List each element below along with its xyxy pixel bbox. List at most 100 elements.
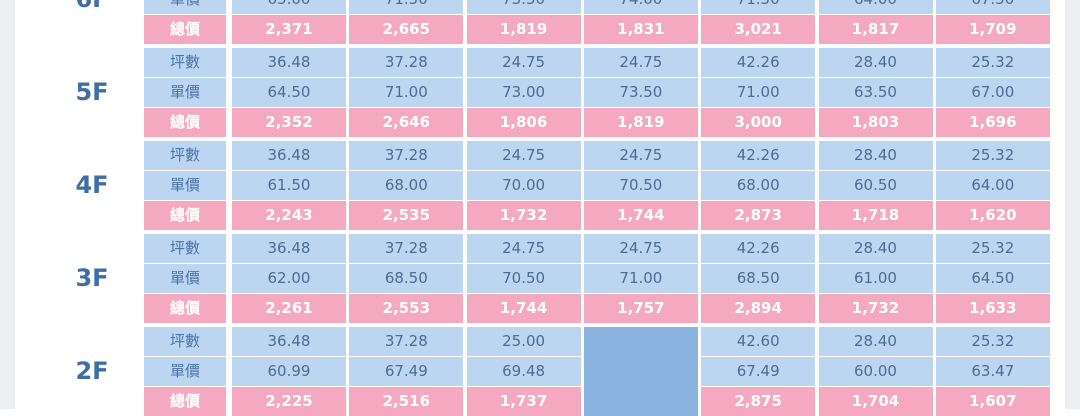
value-cell: 3,000 [701,108,816,137]
value-cell: 1,744 [466,294,581,323]
value-cell: 1,806 [466,108,581,137]
value-cell: 2,894 [701,294,816,323]
value-cell: 61.00 [818,264,933,293]
value-cell: 71.00 [349,78,464,107]
value-cell: 69.48 [466,357,581,386]
value-cell: 2,352 [232,108,346,137]
value-cell: 2,665 [349,15,464,44]
row-label: 單價 [144,264,226,293]
row-label: 總價 [144,201,226,230]
row-label: 單價 [144,357,226,386]
value-cell: 70.00 [466,171,581,200]
value-cell: 63.47 [935,357,1050,386]
value-cell: 60.50 [818,171,933,200]
floor-label: 2F [75,357,109,385]
value-cell: 42.26 [701,141,816,170]
floor-label: 6F [52,0,132,13]
value-cell: 67.50 [935,0,1050,14]
value-cell: 1,709 [935,15,1050,44]
value-cell: 62.00 [232,264,346,293]
value-cell: 63.50 [818,78,933,107]
value-cell: 1,732 [818,294,933,323]
value-cell: 1,696 [935,108,1050,137]
side-strip [0,0,15,409]
value-cell: 70.50 [466,264,581,293]
value-cell: 2,535 [349,201,464,230]
value-cell: 64.50 [935,264,1050,293]
value-cell: 24.75 [466,234,581,263]
value-cell: 1,803 [818,108,933,137]
value-cell: 68.50 [349,264,464,293]
value-cell: 1,831 [583,15,698,44]
value-cell: 67.49 [349,357,464,386]
value-cell: 28.40 [818,234,933,263]
value-cell: 24.75 [583,141,698,170]
value-cell: 2,243 [232,201,346,230]
value-cell: 37.28 [349,48,464,77]
value-cell: 1,817 [818,15,933,44]
value-cell: 2,875 [701,387,816,416]
value-cell: 36.48 [232,141,346,170]
value-cell: 24.75 [466,48,581,77]
value-cell: 1,819 [466,15,581,44]
row-label: 坪數 [144,48,226,77]
value-cell: 1,607 [935,387,1050,416]
value-cell: 2,261 [232,294,346,323]
value-cell: 2,646 [349,108,464,137]
value-cell: 1,704 [818,387,933,416]
value-cell: 42.26 [701,234,816,263]
value-cell: 28.40 [818,48,933,77]
row-label: 單價 [144,0,226,14]
row-label: 單價 [144,78,226,107]
value-cell: 64.00 [935,171,1050,200]
value-cell: 3,021 [701,15,816,44]
row-label: 總價 [144,108,226,137]
row-label: 坪數 [144,327,226,356]
value-cell: 67.00 [935,78,1050,107]
value-cell: 1,744 [583,201,698,230]
row-label: 總價 [144,15,226,44]
value-cell: 64.00 [818,0,933,14]
value-cell: 25.32 [935,48,1050,77]
value-cell: 28.40 [818,141,933,170]
value-cell: 73.50 [583,78,698,107]
value-cell: 37.28 [349,327,464,356]
value-cell: 1,819 [583,108,698,137]
floor-label: 3F [75,264,109,292]
value-cell: 1,757 [583,294,698,323]
value-cell: 28.40 [818,327,933,356]
value-cell: 36.48 [232,327,346,356]
value-cell: 37.28 [349,234,464,263]
value-cell: 73.50 [466,0,581,14]
value-cell: 42.60 [701,327,816,356]
value-cell: 71.50 [349,0,464,14]
value-cell: 2,553 [349,294,464,323]
value-cell: 25.32 [935,234,1050,263]
value-cell: 1,620 [935,201,1050,230]
row-label: 單價 [144,171,226,200]
value-cell: 74.00 [583,0,698,14]
value-cell: 36.48 [232,234,346,263]
value-cell: 60.00 [818,357,933,386]
value-cell: 2,225 [232,387,346,416]
value-cell: 1,732 [466,201,581,230]
value-cell: 25.00 [466,327,581,356]
value-cell: 25.32 [935,141,1050,170]
value-cell: 2,873 [701,201,816,230]
row-label: 總價 [144,294,226,323]
value-cell: 1,737 [466,387,581,416]
value-cell: 37.28 [349,141,464,170]
value-cell: 25.32 [935,327,1050,356]
value-cell: 73.00 [466,78,581,107]
row-label: 總價 [144,387,226,416]
empty-cell [583,327,698,416]
floor-label: 5F [75,78,109,106]
value-cell: 64.50 [232,78,346,107]
value-cell: 61.50 [232,171,346,200]
value-cell: 67.49 [701,357,816,386]
value-cell: 24.75 [583,48,698,77]
value-cell: 1,633 [935,294,1050,323]
value-cell: 24.75 [583,234,698,263]
value-cell: 71.50 [701,0,816,14]
